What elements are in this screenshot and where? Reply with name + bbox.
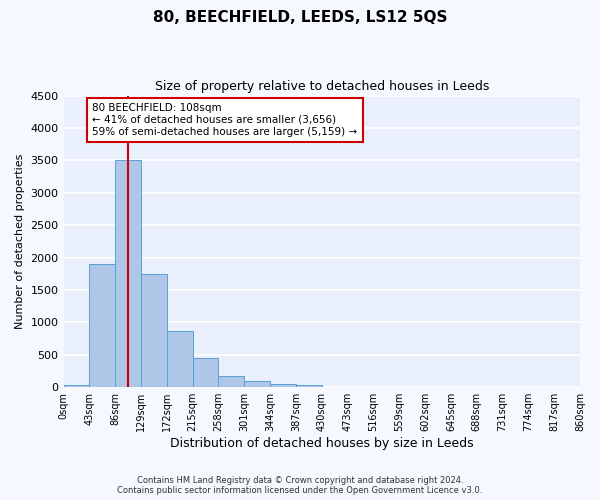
- Bar: [296, 386, 322, 387]
- Bar: [115, 160, 141, 387]
- Bar: [167, 332, 193, 387]
- Bar: [218, 376, 244, 387]
- Title: Size of property relative to detached houses in Leeds: Size of property relative to detached ho…: [155, 80, 489, 93]
- Bar: [89, 264, 115, 387]
- Text: 80 BEECHFIELD: 108sqm
← 41% of detached houses are smaller (3,656)
59% of semi-d: 80 BEECHFIELD: 108sqm ← 41% of detached …: [92, 104, 358, 136]
- Bar: [64, 386, 89, 387]
- X-axis label: Distribution of detached houses by size in Leeds: Distribution of detached houses by size …: [170, 437, 473, 450]
- Bar: [270, 384, 296, 387]
- Y-axis label: Number of detached properties: Number of detached properties: [15, 154, 25, 329]
- Bar: [244, 380, 270, 387]
- Text: Contains HM Land Registry data © Crown copyright and database right 2024.
Contai: Contains HM Land Registry data © Crown c…: [118, 476, 482, 495]
- Text: 80, BEECHFIELD, LEEDS, LS12 5QS: 80, BEECHFIELD, LEEDS, LS12 5QS: [153, 10, 447, 25]
- Bar: [193, 358, 218, 387]
- Bar: [141, 274, 167, 387]
